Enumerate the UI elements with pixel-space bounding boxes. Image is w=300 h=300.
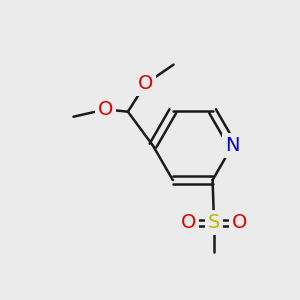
Text: O: O [138, 74, 153, 93]
Text: S: S [208, 213, 220, 232]
Text: N: N [225, 136, 240, 155]
Text: O: O [181, 213, 197, 232]
Text: O: O [98, 100, 113, 119]
Text: O: O [231, 213, 247, 232]
